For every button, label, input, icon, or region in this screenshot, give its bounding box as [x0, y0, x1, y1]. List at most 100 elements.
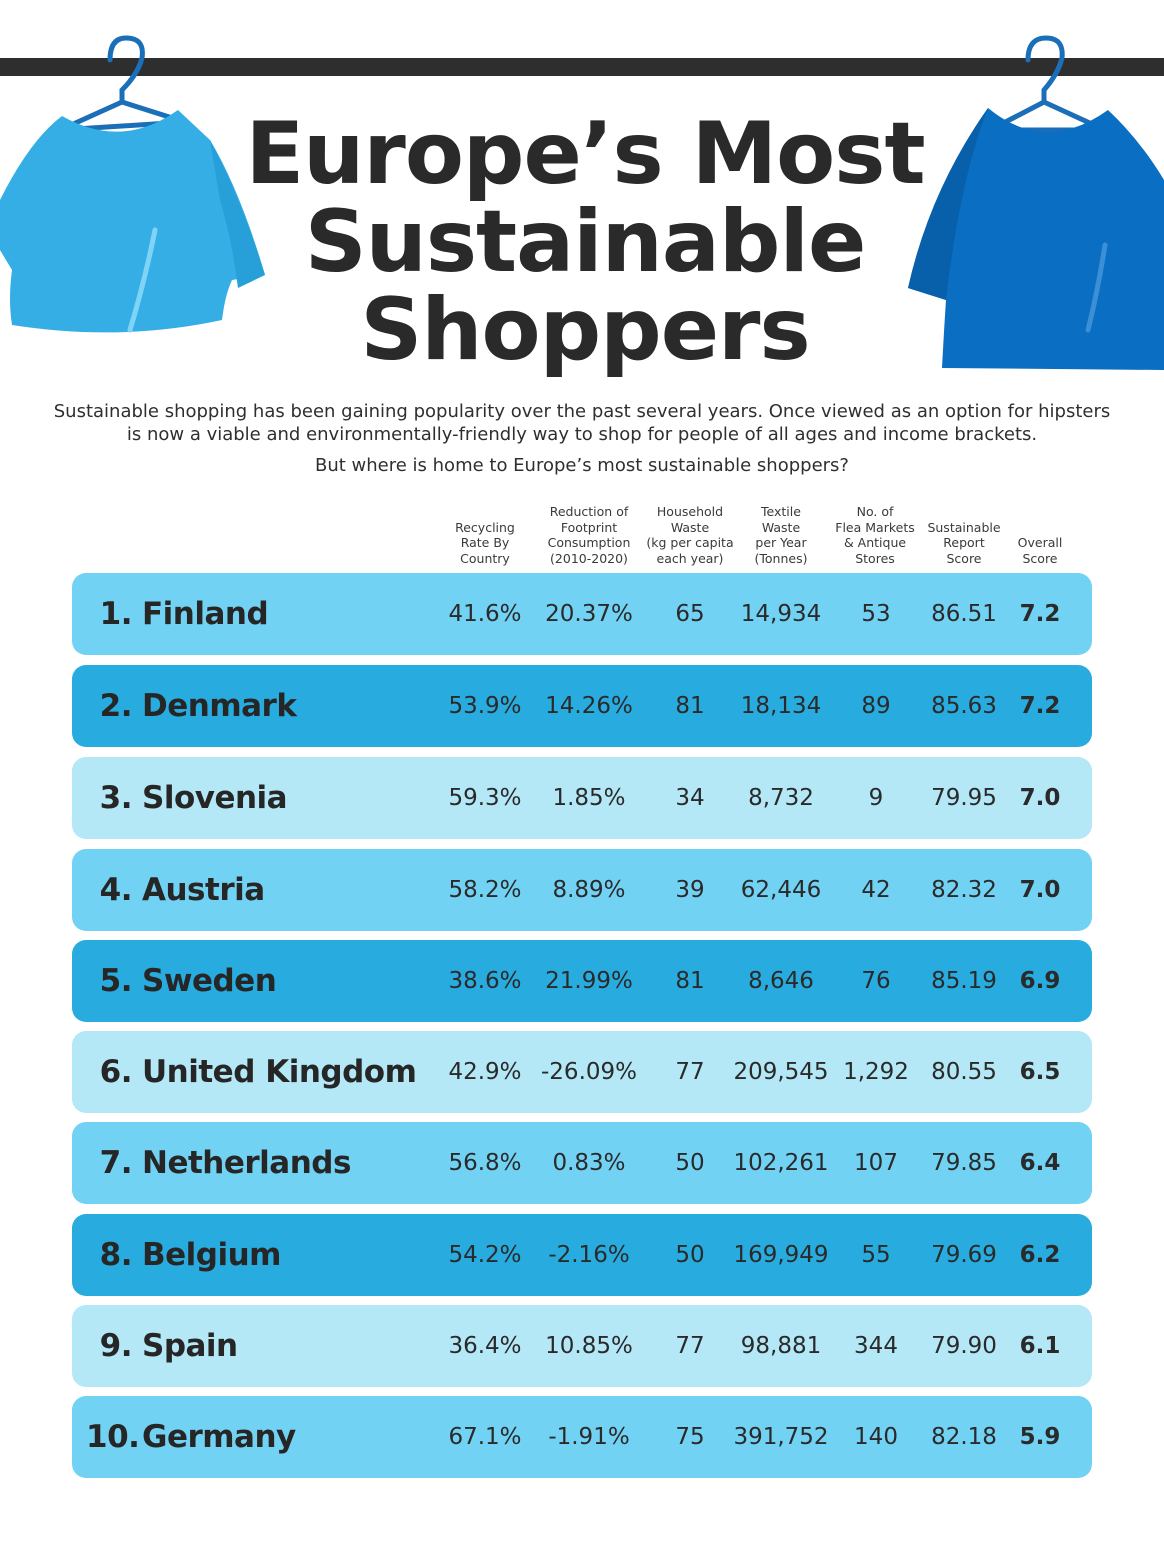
table-row: 6. United Kingdom 42.9% -26.09% 77 209,54…: [72, 1031, 1092, 1113]
flea-market-count: 344: [854, 1333, 898, 1359]
recycling-rate: 67.1%: [448, 1424, 522, 1450]
country-label: Belgium: [142, 1237, 281, 1273]
intro-paragraph: Sustainable shopping has been gaining po…: [53, 401, 1111, 445]
country-name: 1. Finland: [86, 573, 269, 655]
country-label: Spain: [142, 1328, 238, 1364]
country-name: 5. Sweden: [86, 940, 277, 1022]
textile-waste: 18,134: [740, 693, 822, 719]
overall-score: 6.4: [1019, 1150, 1061, 1176]
footprint-reduction: 1.85%: [552, 785, 626, 811]
textile-waste: 102,261: [733, 1150, 829, 1176]
country-name: 4. Austria: [86, 849, 266, 931]
footprint-reduction: 10.85%: [545, 1333, 633, 1359]
footprint-reduction: 20.37%: [545, 601, 633, 627]
textile-waste: 209,545: [733, 1059, 829, 1085]
title-line-3: Shoppers: [360, 280, 810, 380]
recycling-rate: 58.2%: [448, 877, 522, 903]
report-score: 85.19: [931, 968, 997, 994]
country-label: Netherlands: [142, 1145, 351, 1181]
household-waste: 77: [675, 1059, 705, 1085]
country-name: 10. Germany: [86, 1396, 296, 1478]
country-label: Austria: [142, 872, 265, 908]
household-waste: 39: [675, 877, 705, 903]
textile-waste: 391,752: [733, 1424, 829, 1450]
footprint-reduction: 14.26%: [545, 693, 633, 719]
title-line-2: Sustainable: [304, 192, 867, 292]
household-waste: 50: [675, 1150, 705, 1176]
clothes-rail: [0, 58, 1164, 76]
recycling-rate: 56.8%: [448, 1150, 522, 1176]
country-label: Slovenia: [142, 780, 288, 816]
footprint-reduction: 8.89%: [552, 877, 626, 903]
report-score: 79.85: [931, 1150, 997, 1176]
household-waste: 75: [675, 1424, 705, 1450]
flea-market-count: 42: [861, 877, 891, 903]
rank-number: 10.: [86, 1419, 140, 1455]
column-header-recycling: Recycling Rate By Country: [455, 519, 515, 566]
tshirt-icon: [908, 35, 1164, 370]
footprint-reduction: -26.09%: [541, 1059, 637, 1085]
flea-market-count: 1,292: [843, 1059, 909, 1085]
table-header: Recycling Rate By Country Reduction of F…: [0, 496, 1164, 566]
flea-market-count: 89: [861, 693, 891, 719]
country-name: 3. Slovenia: [86, 757, 288, 839]
household-waste: 34: [675, 785, 705, 811]
table-row: 3. Slovenia 59.3% 1.85% 34 8,732 9 79.95 …: [72, 757, 1092, 839]
recycling-rate: 41.6%: [448, 601, 522, 627]
column-header-household: Household Waste (kg per capita each year…: [646, 504, 734, 566]
rank-number: 7.: [99, 1145, 133, 1181]
footprint-reduction: -1.91%: [548, 1424, 630, 1450]
footprint-reduction: 0.83%: [552, 1150, 626, 1176]
flea-market-count: 55: [861, 1242, 891, 1268]
household-waste: 81: [675, 968, 705, 994]
recycling-rate: 53.9%: [448, 693, 522, 719]
table-row: 10. Germany 67.1% -1.91% 75 391,752 140 8…: [72, 1396, 1092, 1478]
textile-waste: 14,934: [740, 601, 822, 627]
country-label: United Kingdom: [142, 1054, 417, 1090]
column-header-textile: Textile Waste per Year (Tonnes): [754, 504, 808, 566]
report-score: 79.69: [931, 1242, 997, 1268]
rank-number: 2.: [99, 688, 133, 724]
report-score: 79.95: [931, 785, 997, 811]
column-header-flea: No. of Flea Markets & Antique Stores: [835, 504, 915, 566]
rank-number: 4.: [99, 872, 133, 908]
report-score: 86.51: [931, 601, 997, 627]
report-score: 82.18: [931, 1424, 997, 1450]
recycling-rate: 38.6%: [448, 968, 522, 994]
flea-market-count: 76: [861, 968, 891, 994]
rank-number: 6.: [99, 1054, 133, 1090]
table-row: 1. Finland 41.6% 20.37% 65 14,934 53 86.5…: [72, 573, 1092, 655]
overall-score: 5.9: [1019, 1424, 1061, 1450]
tshirt-icon: [0, 35, 265, 333]
textile-waste: 98,881: [740, 1333, 822, 1359]
flea-market-count: 107: [854, 1150, 898, 1176]
report-score: 85.63: [931, 693, 997, 719]
recycling-rate: 59.3%: [448, 785, 522, 811]
country-label: Sweden: [142, 963, 277, 999]
column-header-report: Sustainable Report Score: [927, 519, 1001, 566]
country-name: 2. Denmark: [86, 665, 297, 747]
rank-number: 1.: [99, 596, 133, 632]
table-row: 4. Austria 58.2% 8.89% 39 62,446 42 82.32…: [72, 849, 1092, 931]
household-waste: 77: [675, 1333, 705, 1359]
table-row: 2. Denmark 53.9% 14.26% 81 18,134 89 85.6…: [72, 665, 1092, 747]
country-name: 7. Netherlands: [86, 1122, 352, 1204]
recycling-rate: 36.4%: [448, 1333, 522, 1359]
table-row: 8. Belgium 54.2% -2.16% 50 169,949 55 79.…: [72, 1214, 1092, 1296]
recycling-rate: 54.2%: [448, 1242, 522, 1268]
country-label: Denmark: [142, 688, 297, 724]
rank-number: 8.: [99, 1237, 133, 1273]
overall-score: 6.2: [1019, 1242, 1061, 1268]
table-row: 9. Spain 36.4% 10.85% 77 98,881 344 79.90…: [72, 1305, 1092, 1387]
report-score: 82.32: [931, 877, 997, 903]
country-label: Finland: [142, 596, 269, 632]
intro-question: But where is home to Europe’s most susta…: [315, 455, 849, 476]
flea-market-count: 140: [854, 1424, 898, 1450]
overall-score: 7.2: [1019, 601, 1061, 627]
textile-waste: 8,732: [748, 785, 814, 811]
table-row: 5. Sweden 38.6% 21.99% 81 8,646 76 85.19 …: [72, 940, 1092, 1022]
overall-score: 7.0: [1019, 785, 1061, 811]
report-score: 79.90: [931, 1333, 997, 1359]
rank-number: 5.: [99, 963, 133, 999]
flea-market-count: 53: [861, 601, 891, 627]
